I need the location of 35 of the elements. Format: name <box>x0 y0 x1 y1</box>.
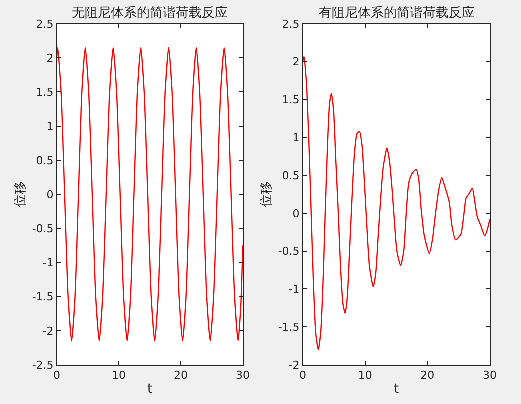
y-axis-title: 位移 <box>13 182 28 208</box>
x-axis-title: t <box>394 382 400 397</box>
y-tick-label: 1.5 <box>36 86 54 100</box>
y-tick-label: 2.5 <box>36 18 54 31</box>
y-tick-label: -2.5 <box>32 358 54 372</box>
y-tick-label: 0 <box>292 207 300 220</box>
y-tick-label: 2 <box>46 52 54 65</box>
x-tick-label: 30 <box>236 369 250 382</box>
y-tick-label: -1.5 <box>32 290 54 304</box>
y-tick-label: -1.5 <box>278 320 300 334</box>
y-tick-label: -0.5 <box>278 245 300 258</box>
y-tick-label: 1 <box>46 120 54 134</box>
y-tick-label: -0.5 <box>32 222 54 236</box>
x-tick-label: 10 <box>112 369 126 382</box>
chart-title: 无阻尼体系的简谐荷载反应 <box>72 5 228 21</box>
y-tick-label: 0.5 <box>36 154 54 168</box>
line-series <box>303 56 490 350</box>
x-tick-label: 30 <box>483 369 497 382</box>
y-tick-label: -1 <box>42 256 54 270</box>
y-tick-label: -2 <box>288 358 300 372</box>
y-tick-label: -2 <box>42 324 54 338</box>
x-tick-label: 20 <box>420 369 435 382</box>
y-tick-label: 2.5 <box>282 18 300 31</box>
y-tick-label: 1.5 <box>282 94 300 107</box>
y-axis-title: 位移 <box>259 182 274 208</box>
y-tick-label: 1 <box>292 132 300 145</box>
x-tick-label: 10 <box>358 369 372 382</box>
x-tick-label: 20 <box>174 369 188 382</box>
y-tick-label: 2 <box>292 56 300 69</box>
line-series <box>57 47 243 342</box>
y-tick-label: 0 <box>46 188 54 202</box>
x-axis-title: t <box>147 382 153 397</box>
y-tick-label: 0.5 <box>282 169 300 182</box>
chart-title: 有阻尼体系的简谐荷载反应 <box>319 5 475 21</box>
y-tick-label: -1 <box>288 283 300 296</box>
